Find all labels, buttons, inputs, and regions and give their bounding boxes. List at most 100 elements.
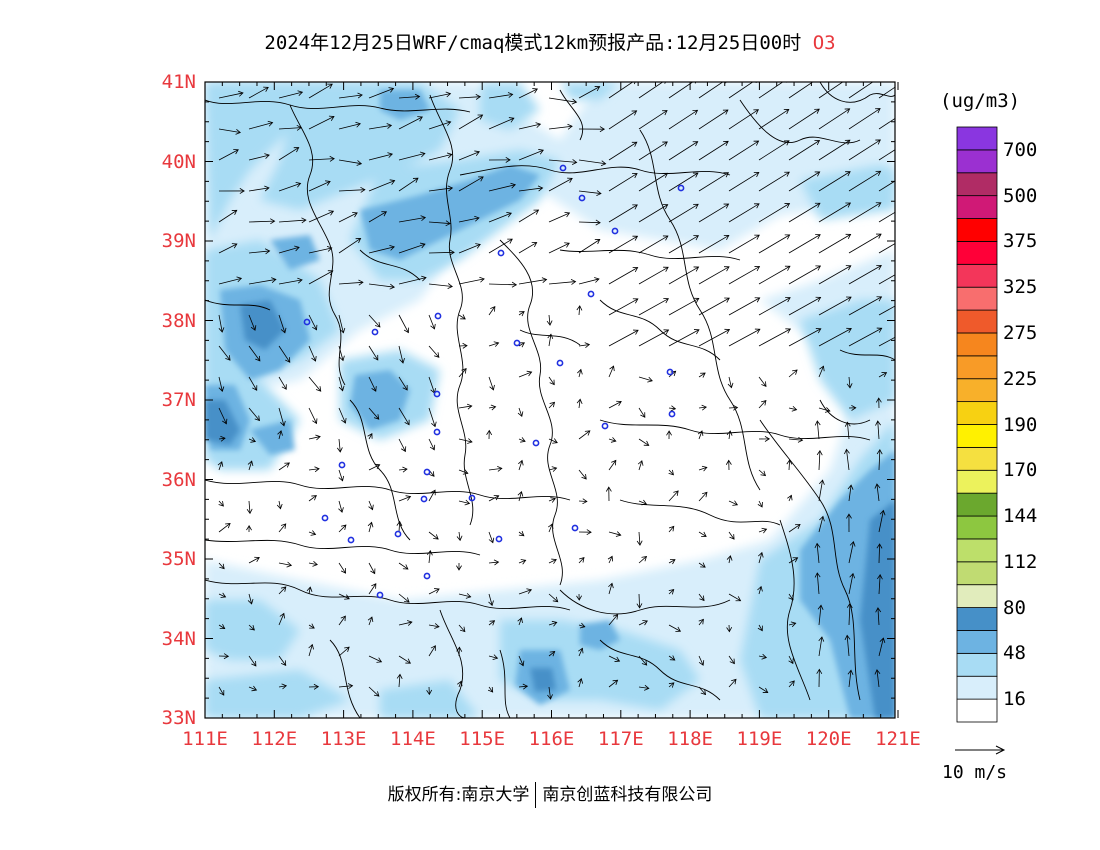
wind-arrowhead [632,173,638,179]
wind-arrowhead [668,682,675,688]
wind-arrowhead [434,588,440,594]
colorbar-swatch [956,561,998,586]
wind-arrowhead [702,491,708,498]
wind-arrowhead [402,385,408,391]
wind-arrow [578,399,581,409]
wind-arrowhead [669,655,676,661]
wind-arrowhead [875,397,882,403]
wind-arrowhead [250,437,257,443]
wind-arrow [608,655,620,662]
wind-arrowhead [220,435,226,442]
wind-arrowhead [571,98,578,105]
wind-arrow [398,674,401,688]
colorbar-swatch [956,332,998,357]
wind-arrow [428,376,435,394]
wind-arrow [218,92,244,99]
wind-arrowhead [662,235,669,241]
wind-arrowhead [533,209,540,215]
lat-label-35N: 35N [161,548,196,570]
colorbar-label-48: 48 [1003,642,1026,665]
colorbar-swatch [956,126,998,151]
wind-arrow [698,172,729,192]
city-marker [394,530,402,538]
wind-arrow [578,648,583,657]
wind-arrowhead [246,525,252,531]
wind-arrow [638,376,653,382]
wind-arrow [308,270,334,285]
wind-arrow [548,314,551,326]
wind-arrow [848,670,852,688]
wind-arrow [878,449,881,471]
wind-arrowhead [352,212,358,218]
wind-arrow [728,328,761,347]
wind-arrowhead [815,265,822,271]
wind-arrow [548,523,553,533]
wind-arrow [368,433,373,440]
wind-arrow [578,344,590,347]
wind-arrow [698,655,704,666]
wind-arrow [668,109,698,130]
wind-arrow [548,97,577,103]
wind-arrow [218,277,242,285]
wind-arrow [816,420,820,440]
wind-arrow [398,521,401,533]
wind-arrowhead [421,275,427,282]
wind-arrowhead [465,593,472,599]
wind-arrow [668,559,676,564]
wind-arrow [728,297,760,316]
wind-arrow [308,468,320,471]
wind-arrowhead [286,561,293,568]
wind-arrowhead [281,384,287,390]
wind-arrowhead [815,234,821,240]
wind-arrow [218,345,231,361]
wind-arrow [398,177,419,192]
wind-arrow [398,562,409,570]
wind-arrowhead [225,522,231,529]
wind-arrow [458,469,468,474]
wind-arrow [638,329,669,347]
wind-arrow [608,141,638,161]
wind-arrow [788,407,797,411]
wind-arrow [428,314,435,330]
wind-arrowhead [218,327,225,333]
wind-arrowhead [693,329,700,335]
wind-arrow [758,328,791,347]
wind-arrow [308,407,317,424]
wind-arrow [428,438,435,450]
wind-arrowhead [700,372,706,378]
wind-arrowhead [595,219,601,226]
wind-arrowhead [726,430,733,436]
wind-arrowhead [264,185,270,192]
wind-arrow [518,685,528,688]
wind-arrowhead [254,556,260,562]
wind-arrowhead [846,296,852,302]
wind-arrow [248,407,260,421]
wind-arrowhead [326,245,333,252]
wind-arrowhead [547,694,553,700]
wind-arrowhead [641,499,648,506]
wind-arrowhead [701,404,707,411]
wind-arrow [578,369,582,378]
wind-arrow [398,438,406,452]
wind-arrowhead [571,159,578,165]
wind-arrowhead [370,568,376,575]
wind-arrow [638,500,647,505]
wind-arrowhead [340,615,346,622]
wind-arrow [308,562,318,566]
pollutant-label: O3 [812,32,836,54]
wind-arrow [638,235,669,254]
wind-arrow [878,211,895,223]
colorbar-label-500: 500 [1003,184,1038,207]
wind-arrowhead [460,314,466,320]
wind-arrow [788,655,794,664]
wind-arrowhead [313,683,320,690]
colorbar-label-375: 375 [1003,230,1038,253]
wind-arrowhead [312,418,318,425]
wind-arrowhead [231,209,238,216]
wind-arrow [728,234,760,254]
wind-arrow [368,562,376,574]
wind-arrow [548,212,570,223]
wind-arrowhead [381,211,388,217]
wind-arrowhead [389,244,395,251]
wind-arrowhead [396,520,403,527]
